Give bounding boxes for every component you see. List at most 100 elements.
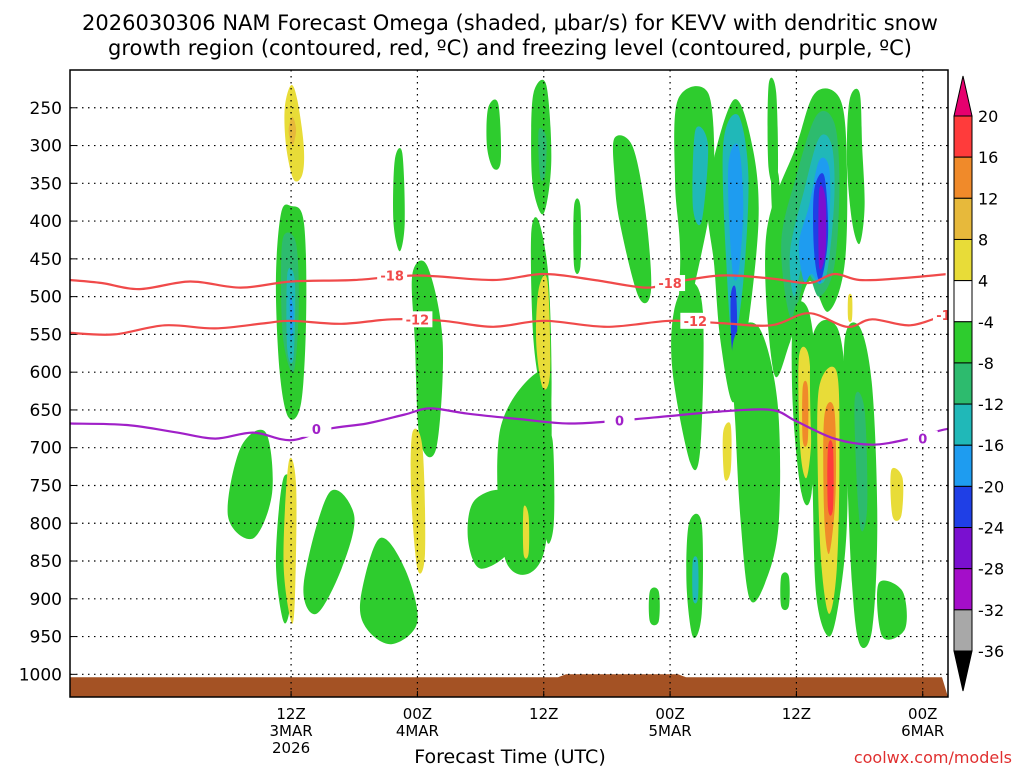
omega-region-12 bbox=[411, 260, 444, 458]
y-tick-label: 450 bbox=[30, 250, 62, 270]
colorbar-label: -20 bbox=[978, 477, 1004, 496]
contour-label: 0 bbox=[918, 433, 927, 448]
y-tick-label: 850 bbox=[30, 552, 62, 572]
colorbar: 20 16 12 8 4 -4 -8 -12 -16 -20 -24 -28 -32 -36 bbox=[953, 75, 1004, 692]
contour-label-bg bbox=[301, 420, 332, 437]
x-tick-label: 6MAR bbox=[901, 722, 944, 740]
colorbar-label: 4 bbox=[978, 272, 988, 291]
contour-label: -18 bbox=[658, 277, 682, 292]
x-tick-label: 00Z bbox=[655, 705, 684, 723]
colorbar-label: -36 bbox=[978, 642, 1004, 661]
omega-region-35 bbox=[731, 322, 781, 603]
omega-region-32 bbox=[727, 143, 744, 281]
contour-label: 0 bbox=[312, 423, 321, 438]
omega-region-5 bbox=[289, 295, 294, 343]
colorbar-label: -28 bbox=[978, 560, 1004, 579]
y-tick-label: 800 bbox=[30, 514, 62, 534]
omega-region-52 bbox=[854, 391, 868, 532]
x-tick-label: 12Z bbox=[782, 705, 811, 723]
plot-frame bbox=[69, 69, 949, 698]
x-tick-label: 5MAR bbox=[648, 722, 691, 740]
colorbar-label: 16 bbox=[978, 148, 998, 167]
omega-region-24 bbox=[522, 505, 530, 559]
omega-region-54 bbox=[876, 580, 907, 640]
omega-region-34 bbox=[722, 422, 732, 481]
contour-label: 0 bbox=[615, 415, 624, 430]
contour-label-bg bbox=[604, 412, 635, 429]
y-tick-label: 300 bbox=[30, 137, 62, 157]
omega-region-37 bbox=[767, 77, 779, 189]
contour-line--18 bbox=[70, 272, 948, 291]
omega-region-20 bbox=[486, 99, 502, 170]
contour-label: -12 bbox=[406, 313, 430, 328]
contour-label-bg bbox=[680, 312, 711, 329]
contour-label-bg bbox=[933, 306, 948, 323]
x-tick-label: 4MAR bbox=[396, 722, 439, 740]
y-tick-label: 250 bbox=[30, 99, 62, 119]
x-tick-label: 00Z bbox=[403, 705, 432, 723]
colorbar-swatch bbox=[953, 280, 973, 323]
colorbar-label: -16 bbox=[978, 436, 1004, 455]
colorbar-swatch bbox=[953, 609, 973, 652]
colorbar-swatch bbox=[953, 362, 973, 405]
y-tick-label: 400 bbox=[30, 212, 62, 232]
contour-label-bg bbox=[907, 430, 938, 447]
y-tick-label: 500 bbox=[30, 288, 62, 308]
contour-line-0 bbox=[70, 407, 948, 446]
colorbar-top-arrow bbox=[953, 75, 973, 117]
omega-region-27 bbox=[671, 281, 704, 471]
colorbar-label: 12 bbox=[978, 189, 998, 208]
time-axis: 12Z3MAR202600Z4MAR12Z00Z5MAR12Z00Z6MAR12… bbox=[269, 691, 944, 757]
omega-region-9 bbox=[303, 489, 355, 615]
colorbar-label: -24 bbox=[978, 519, 1004, 538]
chart-title-line-2: growth region (contoured, red, ºC) and f… bbox=[108, 36, 912, 60]
omega-region-23 bbox=[543, 432, 555, 544]
omega-region-22 bbox=[612, 135, 652, 304]
colorbar-swatch bbox=[953, 115, 973, 158]
y-tick-label: 750 bbox=[30, 476, 62, 496]
omega-region-56 bbox=[780, 572, 790, 611]
colorbar-swatch bbox=[953, 156, 973, 199]
colorbar-swatch bbox=[953, 238, 973, 282]
contour-label: -12 bbox=[684, 315, 708, 330]
omega-region-50 bbox=[827, 440, 834, 516]
colorbar-bottom-arrow bbox=[953, 650, 973, 692]
omega-region-17 bbox=[536, 275, 551, 390]
colorbar-label: 20 bbox=[978, 107, 998, 126]
omega-region-46 bbox=[802, 380, 809, 447]
chart-title-line-1: 2026030306 NAM Forecast Omega (shaded, μ… bbox=[82, 11, 938, 35]
omega-region-53 bbox=[846, 88, 865, 245]
x-axis-label: Forecast Time (UTC) bbox=[414, 746, 605, 768]
omega-region-10 bbox=[359, 537, 418, 645]
omega-region-19 bbox=[538, 127, 547, 181]
credit-text: coolwx.com/models bbox=[854, 748, 1012, 767]
colorbar-swatch bbox=[953, 403, 973, 446]
omega-region-58 bbox=[847, 293, 853, 323]
contour-label-bg bbox=[945, 265, 948, 282]
colorbar-swatch bbox=[953, 197, 973, 240]
x-tick-label: 00Z bbox=[908, 705, 937, 723]
omega-region-13 bbox=[410, 428, 426, 574]
omega-region-1 bbox=[288, 116, 297, 146]
y-tick-label: 550 bbox=[30, 325, 62, 345]
colorbar-swatch bbox=[953, 321, 973, 364]
contour-label: -18 bbox=[380, 269, 404, 284]
x-tick-label: 12Z bbox=[529, 705, 558, 723]
contour-label-bg bbox=[655, 275, 686, 292]
omega-region-43 bbox=[818, 185, 827, 270]
x-tick-label: 2026 bbox=[272, 739, 310, 757]
omega-region-29 bbox=[692, 556, 699, 604]
y-tick-label: 1000 bbox=[19, 665, 62, 685]
omega-region-57 bbox=[648, 587, 660, 626]
y-tick-label: 600 bbox=[30, 363, 62, 383]
omega-region-21 bbox=[573, 198, 582, 274]
y-tick-label: 350 bbox=[30, 174, 62, 194]
x-tick-label: 3MAR bbox=[269, 722, 312, 740]
contour-label: -12 bbox=[936, 309, 960, 324]
pressure-axis: 250 300 350 400 450 500 550 600 650 700 750 800 850 9… bbox=[19, 99, 76, 685]
omega-region-8 bbox=[283, 457, 297, 624]
y-tick-label: 650 bbox=[30, 401, 62, 421]
colorbar-swatch bbox=[953, 444, 973, 487]
